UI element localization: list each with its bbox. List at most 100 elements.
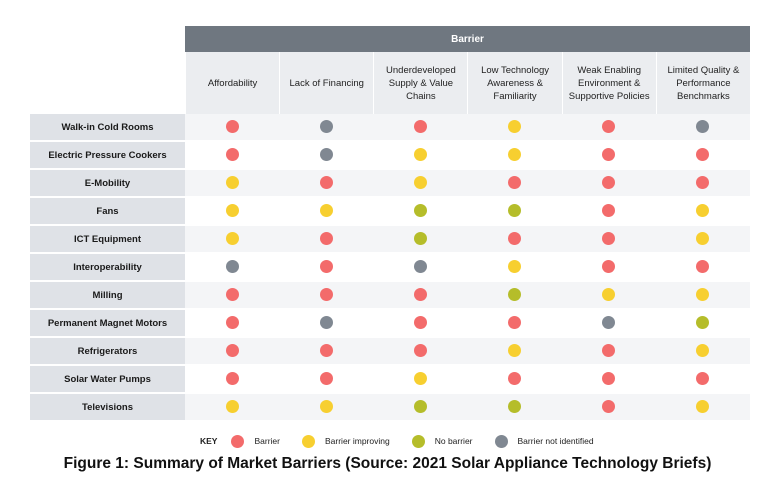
table-cell — [185, 114, 280, 142]
status-dot-barrier — [696, 372, 710, 386]
table-row: Electric Pressure Cookers — [30, 142, 750, 170]
table-cell — [279, 254, 374, 282]
table-cell — [655, 366, 750, 394]
table-cell — [467, 394, 562, 422]
status-dot-barrier — [602, 400, 616, 414]
table-cell — [279, 170, 374, 198]
status-dot-no-barrier — [508, 400, 522, 414]
legend-label: Barrier — [254, 436, 280, 446]
status-dot-barrier — [319, 372, 333, 386]
table-cell — [373, 226, 468, 254]
table-cell — [279, 198, 374, 226]
status-dot-barrier — [319, 232, 333, 246]
table-cell — [561, 394, 656, 422]
status-dot-barrier — [602, 344, 616, 358]
table-cell — [467, 338, 562, 366]
header-corner — [30, 52, 185, 114]
barrier-group-header: Barrier — [185, 26, 750, 52]
status-dot-barrier-not-identified — [696, 120, 710, 134]
table-cell — [185, 142, 280, 170]
table-cell — [655, 338, 750, 366]
table-row: Milling — [30, 282, 750, 310]
legend-title: KEY — [200, 436, 218, 446]
table-cell — [467, 170, 562, 198]
table-cell — [467, 366, 562, 394]
table-cell — [655, 170, 750, 198]
table-cell — [279, 338, 374, 366]
table-cell — [561, 142, 656, 170]
status-dot-barrier-not-identified — [319, 148, 333, 162]
table-cell — [185, 170, 280, 198]
status-dot-barrier — [602, 176, 616, 190]
table-cell — [373, 170, 468, 198]
status-dot-barrier-improving — [413, 148, 427, 162]
status-dot-barrier — [413, 316, 427, 330]
table-row: ICT Equipment — [30, 226, 750, 254]
column-header: Weak Enabling Environment & Supportive P… — [561, 52, 656, 114]
status-dot-barrier — [696, 176, 710, 190]
column-header: Underdeveloped Supply & Value Chains — [373, 52, 468, 114]
status-dot-barrier — [225, 344, 239, 358]
table-cell — [373, 310, 468, 338]
table-cell — [185, 310, 280, 338]
table-row: Fans — [30, 198, 750, 226]
market-barrier-matrix: Barrier Affordability Lack of Financing Un… — [30, 26, 750, 422]
status-dot-barrier-improving — [508, 120, 522, 134]
status-dot-barrier-not-identified — [225, 260, 239, 274]
legend-item: Barrier — [231, 434, 280, 448]
legend-label: Barrier not identified — [517, 436, 594, 446]
status-dot-barrier — [413, 344, 427, 358]
legend-dot-no-barrier — [411, 434, 425, 448]
status-dot-no-barrier — [413, 232, 427, 246]
table-row: Walk-in Cold Rooms — [30, 114, 750, 142]
table-cell — [467, 226, 562, 254]
table-cell — [373, 142, 468, 170]
column-header: Lack of Financing — [279, 52, 374, 114]
status-dot-barrier — [413, 288, 427, 302]
table-cell — [279, 394, 374, 422]
status-dot-barrier-improving — [225, 400, 239, 414]
legend-item: Barrier not identified — [494, 434, 594, 448]
table-cell — [185, 198, 280, 226]
table-row: Interoperability — [30, 254, 750, 282]
table-cell — [561, 226, 656, 254]
status-dot-barrier — [225, 288, 239, 302]
status-dot-barrier — [319, 344, 333, 358]
status-dot-barrier — [225, 120, 239, 134]
table-cell — [185, 338, 280, 366]
table-cell — [561, 282, 656, 310]
table-cell — [279, 310, 374, 338]
status-dot-barrier — [225, 148, 239, 162]
status-dot-barrier-not-identified — [413, 260, 427, 274]
table-cell — [655, 226, 750, 254]
status-dot-barrier-improving — [696, 400, 710, 414]
legend-dot-barrier-improving — [302, 434, 315, 448]
table-cell — [467, 282, 562, 310]
status-dot-barrier-improving — [696, 344, 710, 358]
table-cell — [185, 254, 280, 282]
status-dot-barrier-improving — [696, 232, 710, 246]
table-row: E-Mobility — [30, 170, 750, 198]
table-cell — [279, 282, 374, 310]
status-dot-barrier-improving — [319, 204, 333, 218]
column-header: Affordability — [185, 52, 280, 114]
status-dot-barrier — [602, 232, 616, 246]
legend-item: No barrier — [411, 434, 473, 448]
status-dot-barrier — [319, 288, 333, 302]
column-header: Limited Quality & Performance Benchmarks — [655, 52, 750, 114]
row-label: Permanent Magnet Motors — [30, 310, 185, 338]
status-dot-barrier-improving — [508, 260, 522, 274]
table-cell — [373, 254, 468, 282]
legend-dot-barrier-not-identified — [494, 434, 508, 448]
table-cell — [185, 282, 280, 310]
status-dot-barrier-improving — [225, 176, 239, 190]
table-cell — [373, 394, 468, 422]
row-label: Televisions — [30, 394, 185, 422]
status-dot-barrier-improving — [319, 400, 333, 414]
status-dot-barrier-improving — [602, 288, 616, 302]
status-dot-barrier-not-identified — [602, 316, 616, 330]
table-cell — [467, 310, 562, 338]
table-cell — [279, 366, 374, 394]
status-dot-barrier — [602, 148, 616, 162]
table-cell — [561, 366, 656, 394]
